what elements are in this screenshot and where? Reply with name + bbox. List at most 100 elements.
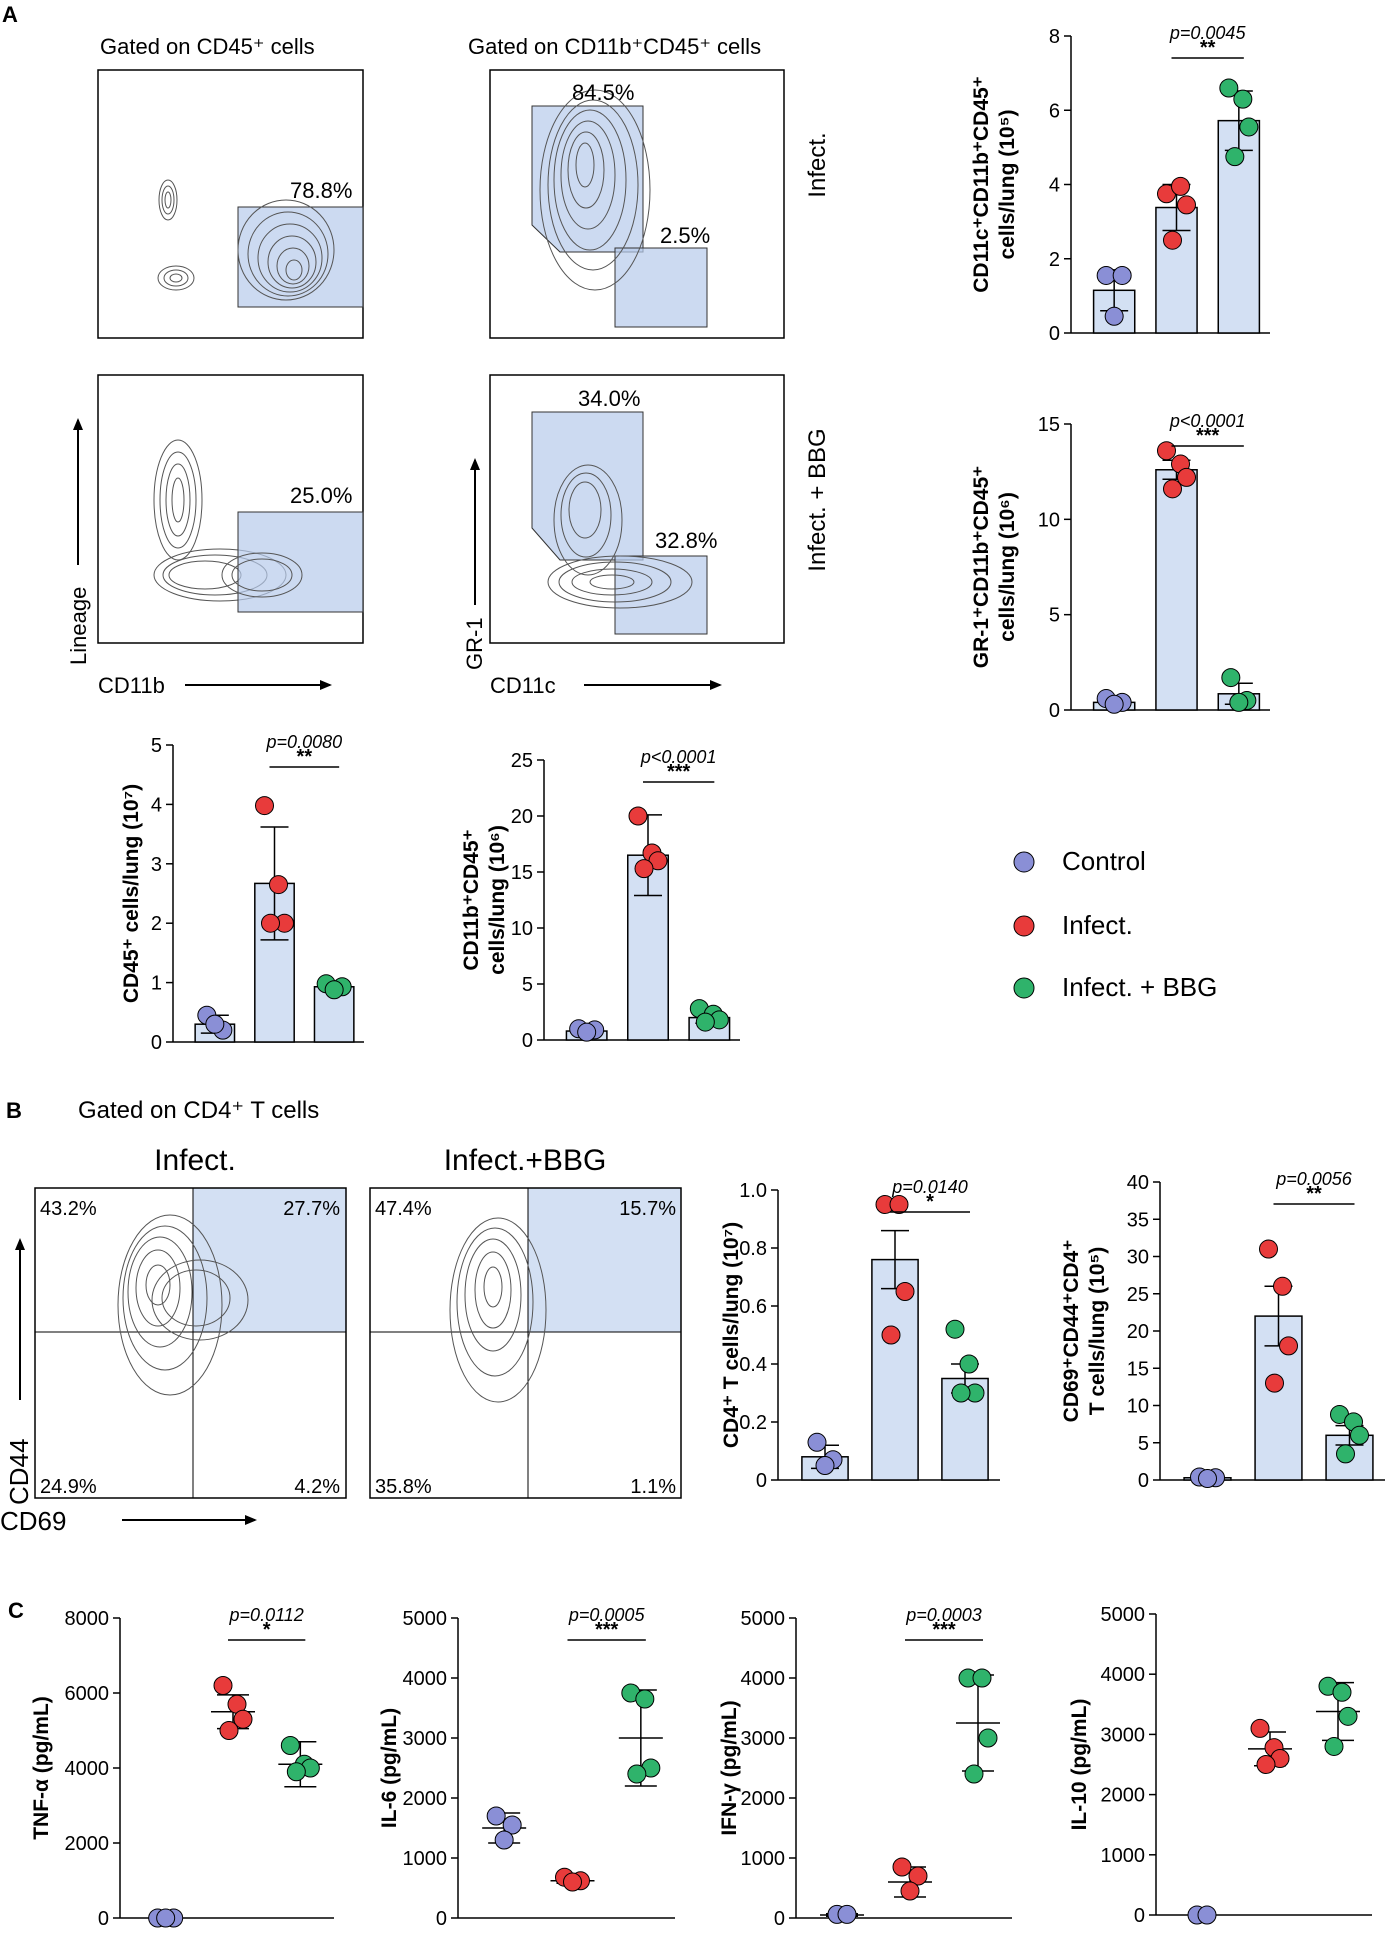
y-tick-label: 5000 (1101, 1604, 1146, 1626)
point-2-2 (1350, 1425, 1369, 1445)
point-2-0 (1221, 668, 1241, 688)
y-tick-label: 0 (98, 1908, 109, 1930)
y-tick-label: 1 (151, 973, 162, 995)
y-tick-label: 5 (1138, 1433, 1149, 1455)
point-2-0 (280, 1736, 300, 1755)
y-tick-label: 25 (1127, 1284, 1149, 1306)
point-1-0 (892, 1857, 912, 1877)
flow-b-left-q3: 24.9% (40, 1476, 97, 1498)
point-2-3 (951, 1383, 971, 1403)
point-0-1 (1112, 265, 1132, 285)
y-tick-label: 6000 (65, 1683, 110, 1705)
point-1-1 (908, 1866, 928, 1886)
y-axis-label: CD45⁺ cells/lung (10⁷) (120, 784, 143, 1003)
legend-label-bbg: Infect. + BBG (1062, 972, 1217, 1002)
y-axis-label: CD4⁺ T cells/lung (10⁷) (720, 1222, 743, 1448)
y-axis-label: IL-6 (pg/mL) (378, 1708, 401, 1828)
point-2-3 (627, 1764, 647, 1784)
flow-b-right-q4: 1.1% (630, 1476, 676, 1498)
y-axis-label: CD11b⁺CD45⁺ (460, 829, 483, 970)
point-1-0 (213, 1676, 233, 1695)
point-1-2 (1177, 195, 1196, 215)
y-tick-label: 0 (1049, 700, 1060, 722)
flow-b-gate-title: Gated on CD4⁺ T cells (78, 1097, 319, 1124)
y-tick-label: 0.6 (739, 1296, 767, 1318)
flow-plot-cd11b-bbg: 34.0% 32.8% (489, 374, 785, 644)
y-tick-label: 3 (151, 854, 162, 876)
y-axis-label: T cells/lung (10⁵) (1086, 1247, 1109, 1416)
point-1-2 (563, 1872, 582, 1892)
point-1-3 (881, 1325, 901, 1345)
point-1-0 (1259, 1239, 1278, 1259)
point-2-3 (286, 1762, 306, 1782)
flow-yaxis-lineage: Lineage (66, 587, 91, 665)
point-1-3 (1163, 230, 1182, 250)
point-0-2 (1104, 694, 1124, 714)
y-tick-label: 2 (151, 913, 162, 935)
chart-cd45: 0 1 2 3 4 5 CD45⁺ cells/lung (10⁷) **p=0.0080 (120, 732, 364, 1054)
chart-cd11c: 0 2 4 6 8 CD11c⁺CD11b⁺CD45⁺ cells/lung (10⁵) **… (970, 23, 1270, 345)
flow-plot-cd45-infect: 78.8% (97, 69, 364, 339)
y-tick-label: 0 (756, 1470, 767, 1492)
y-tick-label: 1.0 (739, 1180, 767, 1202)
point-2-1 (1332, 1682, 1352, 1702)
bar-1 (1155, 469, 1198, 711)
sig-stars: *** (667, 761, 691, 783)
point-2-1 (635, 1689, 655, 1709)
point-0-2 (1104, 306, 1124, 326)
point-2-1 (1233, 89, 1253, 109)
sig-p-value: p=0.0045 (1169, 23, 1247, 43)
sig-stars: *** (1196, 425, 1220, 447)
point-2-2 (978, 1728, 998, 1748)
point-1-3 (1256, 1755, 1276, 1774)
sig-p-value: p=0.0140 (891, 1177, 968, 1197)
point-0-2 (815, 1456, 835, 1475)
flow-b-yaxis: CD44 (4, 1439, 34, 1505)
chart-cd11b: 0 5 10 15 20 25 CD11b⁺CD45⁺ cells/lung (10⁶) ***… (460, 747, 740, 1052)
y-axis-label: cells/lung (10⁵) (996, 110, 1019, 260)
flow-b-right-q3: 35.8% (375, 1476, 432, 1498)
point-0-2 (156, 1908, 176, 1928)
y-tick-label: 0 (1049, 323, 1060, 345)
point-0-2 (1198, 1469, 1217, 1489)
point-1-2 (895, 1282, 915, 1301)
point-2-2 (1239, 117, 1259, 137)
y-tick-label: 0 (522, 1030, 533, 1052)
y-tick-label: 20 (511, 806, 533, 828)
y-tick-label: 0 (436, 1908, 447, 1930)
point-0-1 (1197, 1905, 1217, 1925)
point-2-3 (1225, 147, 1245, 167)
point-2-2 (324, 980, 344, 1000)
point-0-2 (205, 1014, 225, 1034)
y-tick-label: 15 (511, 862, 533, 884)
point-0-0 (807, 1432, 827, 1452)
y-axis-label: TNF-α (pg/mL) (30, 1696, 53, 1840)
y-axis-label: cells/lung (10⁶) (486, 825, 509, 975)
point-1-3 (1265, 1373, 1284, 1393)
point-0-0 (486, 1806, 506, 1826)
panel-label-c: C (8, 1598, 24, 1623)
legend: Control Infect. Infect. + BBG (1013, 846, 1217, 1002)
point-2-2 (1338, 1706, 1358, 1726)
chart-il10: 0 1000 2000 3000 4000 5000 IL-10 (pg/mL) (1068, 1604, 1372, 1927)
gate-label-p1: 78.8% (290, 178, 352, 203)
y-axis-label: IL-10 (pg/mL) (1068, 1699, 1091, 1831)
flow-b-left-q1: 43.2% (40, 1198, 97, 1220)
y-tick-label: 40 (1127, 1172, 1149, 1194)
y-tick-label: 2000 (1101, 1785, 1146, 1807)
y-tick-label: 5000 (403, 1608, 448, 1630)
point-0-2 (577, 1022, 597, 1042)
y-tick-label: 5 (522, 974, 533, 996)
point-2-1 (972, 1668, 992, 1688)
y-tick-label: 5 (151, 735, 162, 757)
sig-p-value: p<0.0001 (640, 747, 717, 767)
y-axis-label: cells/lung (10⁶) (996, 492, 1019, 642)
sig-p-value: p=0.0056 (1275, 1169, 1353, 1189)
point-1-1 (889, 1195, 909, 1214)
y-tick-label: 15 (1038, 414, 1060, 436)
point-2-3 (1324, 1736, 1344, 1756)
flow-b-right-q2: 15.7% (619, 1198, 676, 1220)
legend-label-control: Control (1062, 846, 1146, 876)
